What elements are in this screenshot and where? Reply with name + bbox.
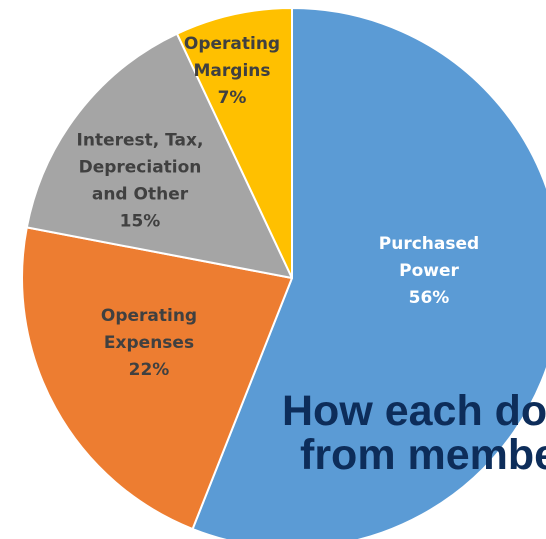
pie-slice-2: [21, 226, 293, 530]
pie-slice-1: [191, 7, 546, 539]
headline-line-1: How each dol: [282, 387, 546, 435]
slice-label-2-line-3: 22%: [129, 360, 170, 380]
pie-slice-3: [25, 32, 293, 279]
slice-label-1-line-3: 56%: [409, 288, 450, 308]
slice-label-4-line-1: Operating: [184, 34, 280, 54]
slice-label-3-line-2: Depreciation: [79, 158, 202, 178]
slice-label-2-line-1: Operating: [101, 306, 197, 326]
slice-label-2-line-2: Expenses: [104, 333, 194, 353]
slice-label-3-line-1: Interest, Tax,: [77, 131, 204, 151]
pie-slice-4: [176, 7, 293, 279]
slice-label-4-line-3: 7%: [218, 88, 247, 108]
slice-label-1-line-2: Power: [399, 261, 459, 281]
slice-label-1-line-1: Purchased: [379, 234, 479, 254]
pie-slices: [21, 7, 546, 539]
slice-label-3-line-3: and Other: [92, 185, 189, 205]
slice-labels: Purchased Power 56% Operating Expenses 22% Int…: [77, 34, 480, 380]
overlay-headline: How each dol from membe: [282, 387, 546, 479]
slice-label-3-line-4: 15%: [120, 212, 161, 232]
slice-label-4-line-2: Margins: [194, 61, 271, 81]
headline-line-2: from membe: [300, 431, 546, 479]
